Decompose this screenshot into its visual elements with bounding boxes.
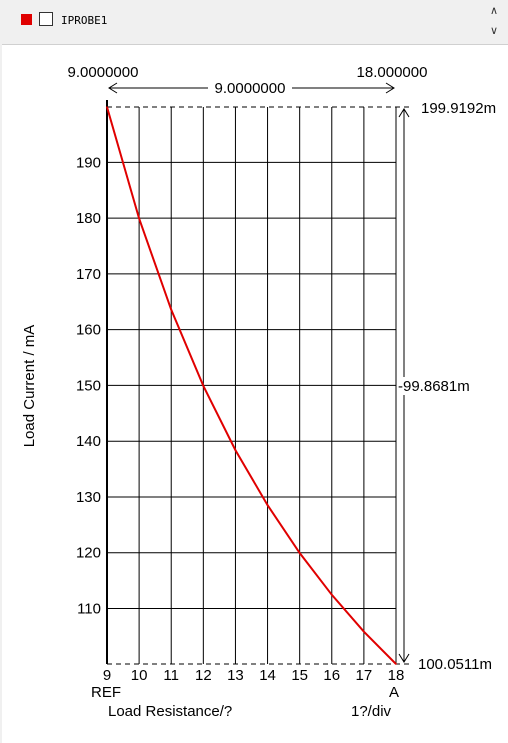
chevron-down-icon[interactable]: ∨ (489, 24, 499, 37)
cursor-right-value: 18.000000 (357, 64, 428, 81)
series-point (106, 106, 108, 108)
y-tick-label: 190 (76, 154, 101, 171)
series-point (234, 449, 237, 451)
cursor-top-value: 199.9192m (421, 100, 496, 117)
cursor-mid-value: -99.8681m (398, 378, 470, 395)
x-tick-label: 13 (227, 667, 244, 684)
y-axis-label: Load Current / mA (21, 325, 38, 448)
series-color-swatch (21, 14, 32, 25)
series-visibility-checkbox[interactable] (39, 12, 53, 26)
delta-x-arrowhead-right (385, 82, 395, 94)
delta-y-arrowhead-top (398, 108, 410, 118)
series-line-iprobe1 (106, 106, 397, 665)
x-tick-label: 15 (291, 667, 308, 684)
chevron-up-icon[interactable]: ∧ (489, 4, 499, 17)
y-tick-label: 130 (76, 489, 101, 506)
delta-x-arrowhead-left (108, 82, 118, 94)
cursor-delta-value: 9.0000000 (215, 80, 286, 97)
a-label: A (389, 684, 399, 701)
x-axis-label: Load Resistance/? (108, 703, 232, 720)
series-point (266, 504, 269, 507)
series-legend-label: IPROBE1 (61, 14, 108, 27)
x-tick-label: 18 (388, 667, 405, 684)
x-tick-label: 17 (356, 667, 373, 684)
y-tick-label: 150 (76, 377, 101, 394)
series-point (298, 552, 301, 554)
x-tick-label: 10 (131, 667, 148, 684)
series-point (363, 630, 365, 633)
delta-x-label-bg (208, 80, 292, 96)
x-tick-label: 14 (259, 667, 276, 684)
x-tick-label: 16 (323, 667, 340, 684)
ref-label: REF (91, 684, 121, 701)
y-tick-label: 120 (76, 545, 101, 562)
x-tick-label: 9 (103, 667, 111, 684)
y-tick-label: 160 (76, 322, 101, 339)
y-tick-label: 110 (77, 601, 101, 618)
series-point (138, 217, 140, 220)
x-tick-label: 12 (195, 667, 212, 684)
cursor-left-value: 9.0000000 (68, 64, 139, 81)
y-tick-label: 180 (76, 210, 101, 227)
probe-legend-bar: IPROBE1 ∧ ∨ (0, 0, 508, 42)
delta-y-label-bg (397, 377, 495, 395)
x-unit-label: 1?/div (351, 703, 392, 720)
delta-y-arrowhead-bottom (398, 653, 410, 663)
series-point (330, 594, 333, 596)
series-point (202, 384, 205, 387)
y-tick-label: 170 (76, 266, 101, 283)
x-tick-label: 11 (163, 667, 179, 684)
cursor-bottom-value: 100.0511m (418, 656, 492, 673)
series-point (395, 663, 397, 665)
series-point (170, 308, 173, 311)
y-tick-label: 140 (76, 433, 101, 450)
